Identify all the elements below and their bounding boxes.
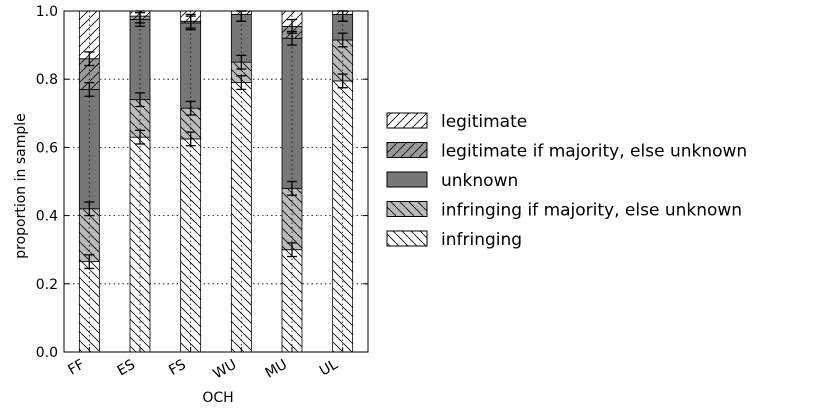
bar-segment-hatch [79, 261, 100, 352]
y-tick-label: 0.6 [36, 140, 58, 156]
legend-swatch-hatch [387, 142, 427, 158]
x-axis-label: OCH [202, 390, 233, 406]
bar-segment-hatch [231, 62, 252, 83]
legend-label: unknown [441, 171, 518, 191]
legend-label: infringing [441, 230, 522, 250]
legend-label: legitimate if majority, else unknown [441, 142, 747, 162]
bar-segment-hatch [130, 99, 150, 138]
legend-swatch [386, 171, 428, 188]
legend-label: infringing if majority, else unknown [441, 201, 742, 221]
bar-segment-hatch [282, 11, 302, 27]
x-tick-label: MU [263, 357, 290, 382]
legend: legitimate legitimate if majority, else u… [386, 112, 747, 250]
bar-segment-hatch [79, 208, 100, 262]
legend-swatch-hatch [387, 113, 427, 128]
y-tick-labels: 0.0 0.2 0.4 0.6 0.8 1.0 [36, 4, 58, 361]
legend-swatch-hatch [387, 231, 427, 246]
bar-segment-hatch [282, 249, 302, 352]
legend-label: legitimate [441, 112, 527, 132]
y-tick-label: 0.0 [36, 345, 58, 361]
y-tick-label: 0.2 [36, 277, 58, 293]
x-tick-label: FS [166, 357, 189, 379]
bars [78, 10, 354, 353]
bar-segment-hatch [231, 82, 252, 353]
y-tick-label: 0.8 [36, 72, 58, 88]
x-tick-label: WU [210, 357, 239, 383]
legend-swatch-hatch [387, 201, 427, 217]
bar-segment [78, 89, 100, 210]
bar-segment-hatch [130, 137, 150, 352]
y-tick-label: 1.0 [36, 4, 58, 20]
x-tick-labels: FF ES FS WU MU UL [65, 357, 340, 383]
y-tick-label: 0.4 [36, 209, 58, 225]
bar-segment-hatch [332, 80, 353, 352]
plot-frame [63, 10, 369, 353]
bar-segment-hatch [332, 39, 353, 81]
axes [63, 10, 369, 353]
x-tick-label: FF [65, 357, 87, 379]
y-axis-label: proportion in sample [13, 113, 29, 259]
gridlines [64, 78, 368, 285]
plot-area [64, 11, 368, 352]
plot-background [64, 11, 368, 352]
x-tick-label: ES [115, 357, 138, 380]
x-tick-label: UL [317, 357, 341, 380]
